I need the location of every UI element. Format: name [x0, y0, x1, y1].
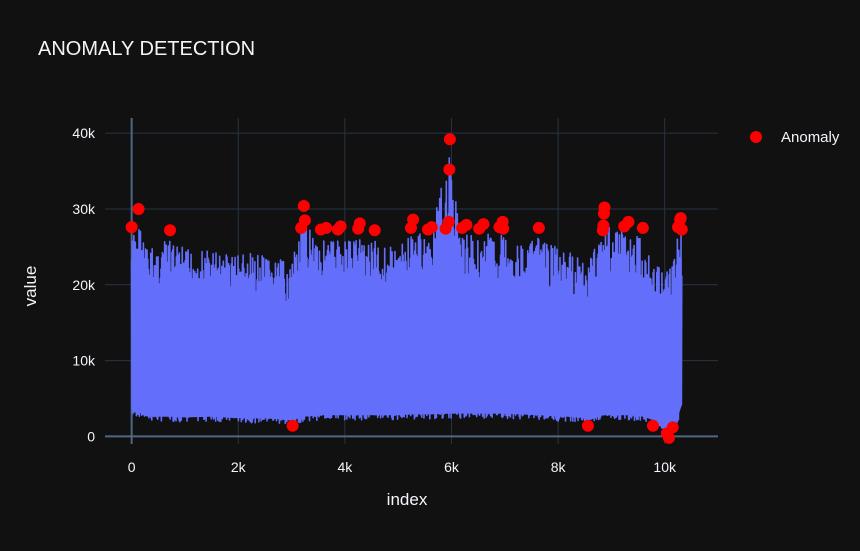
anomaly-point[interactable]: [164, 224, 177, 237]
anomaly-markers: [125, 133, 688, 444]
anomaly-point[interactable]: [368, 224, 381, 237]
plot-area[interactable]: [130, 157, 683, 436]
x-tick-label: 4k: [337, 459, 353, 475]
anomaly-point[interactable]: [443, 133, 456, 146]
anomaly-point[interactable]: [646, 419, 659, 432]
value-series-line: [130, 157, 683, 436]
x-tick-label: 10k: [653, 459, 677, 475]
anomaly-point[interactable]: [662, 431, 675, 444]
anomaly-point[interactable]: [132, 202, 145, 215]
anomaly-point[interactable]: [675, 223, 688, 236]
y-tick-label: 20k: [72, 277, 96, 293]
anomaly-point[interactable]: [622, 215, 635, 228]
anomaly-point[interactable]: [442, 215, 455, 228]
anomaly-point[interactable]: [636, 221, 649, 234]
anomaly-point[interactable]: [407, 213, 420, 226]
anomaly-point[interactable]: [353, 217, 366, 230]
y-tick-labels: 0 10k 20k 30k 40k: [72, 125, 96, 444]
anomaly-point[interactable]: [297, 199, 310, 212]
chart-title: ANOMALY DETECTION: [38, 38, 255, 60]
legend-anomaly-marker: [750, 131, 762, 143]
anomaly-point[interactable]: [286, 419, 299, 432]
anomaly-point[interactable]: [334, 220, 347, 233]
y-tick-label: 30k: [72, 201, 96, 217]
legend-anomaly-label: Anomaly: [781, 129, 840, 146]
anomaly-point[interactable]: [460, 218, 473, 231]
anomaly-point[interactable]: [125, 221, 138, 234]
x-tick-labels: 0 2k 4k 6k 8k 10k: [128, 459, 677, 475]
y-tick-label: 0: [87, 428, 95, 444]
y-tick-label: 10k: [72, 353, 96, 369]
x-tick-label: 2k: [231, 459, 247, 475]
anomaly-point[interactable]: [477, 218, 490, 231]
value-series-core: [131, 225, 682, 432]
anomaly-point[interactable]: [666, 421, 679, 434]
y-axis-title: value: [21, 266, 40, 307]
x-tick-label: 8k: [551, 459, 567, 475]
anomaly-point[interactable]: [320, 221, 333, 234]
x-axis-title: index: [387, 490, 428, 509]
anomaly-point[interactable]: [532, 221, 545, 234]
anomaly-point[interactable]: [443, 163, 456, 176]
anomaly-point[interactable]: [298, 214, 311, 227]
y-tick-label: 40k: [72, 125, 96, 141]
legend[interactable]: Anomaly: [750, 129, 840, 146]
anomaly-point[interactable]: [597, 219, 610, 232]
x-tick-label: 0: [128, 459, 136, 475]
x-tick-label: 6k: [444, 459, 460, 475]
anomaly-point[interactable]: [497, 222, 510, 235]
anomaly-point[interactable]: [581, 419, 594, 432]
anomaly-point[interactable]: [425, 221, 438, 234]
anomaly-point[interactable]: [598, 201, 611, 214]
anomaly-point[interactable]: [674, 212, 687, 225]
